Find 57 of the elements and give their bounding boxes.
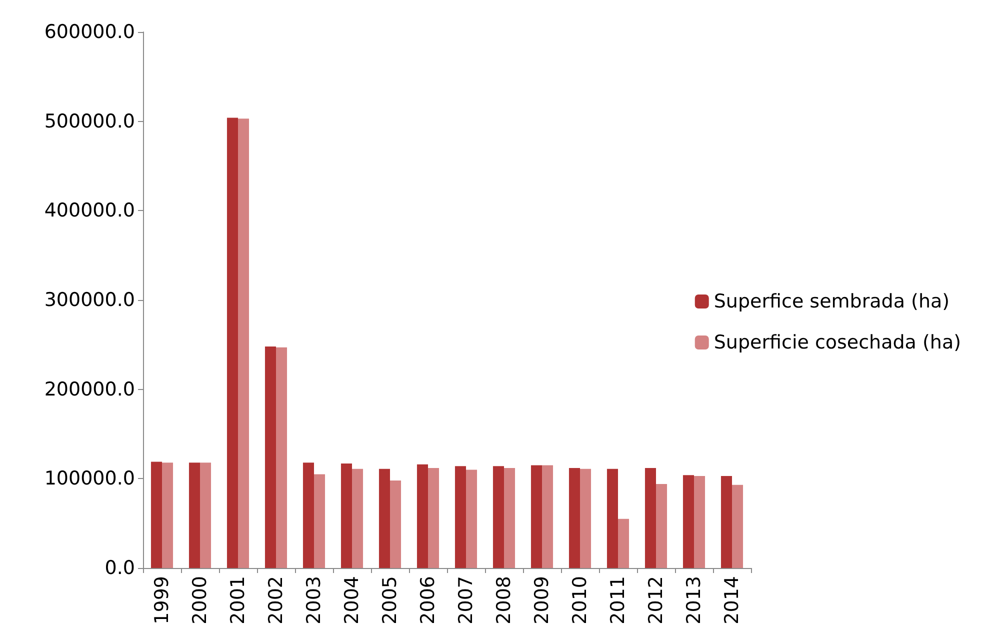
x-tick-label: 2003 <box>303 576 325 624</box>
y-tick-label: 500000.0 <box>44 110 135 132</box>
x-tick-label: 2009 <box>531 576 553 624</box>
x-tick-label: 2011 <box>607 576 629 624</box>
bar <box>454 466 466 568</box>
bar <box>428 468 440 568</box>
x-tick-label: 2012 <box>645 576 667 624</box>
y-tick-label: 0.0 <box>104 557 135 579</box>
x-tick-label: 2000 <box>189 576 211 624</box>
bar <box>314 474 326 568</box>
bar <box>200 462 212 568</box>
bar <box>732 484 744 568</box>
bar <box>162 462 174 568</box>
bar <box>644 468 656 568</box>
bar <box>340 463 352 568</box>
bar <box>542 465 554 568</box>
bar <box>352 468 364 568</box>
bar <box>276 347 288 568</box>
x-tick-label: 2013 <box>683 576 705 624</box>
bar <box>568 468 580 568</box>
x-tick-label: 2006 <box>417 576 439 624</box>
bar <box>504 468 516 568</box>
bar <box>238 118 250 568</box>
bar <box>264 346 276 568</box>
x-tick-label: 1999 <box>151 576 173 624</box>
bar <box>720 476 732 568</box>
legend-label: Superficie cosechada (ha) <box>714 332 962 354</box>
y-tick-label: 100000.0 <box>44 468 135 490</box>
bar <box>188 462 200 568</box>
y-tick-label: 400000.0 <box>44 200 135 222</box>
x-tick-label: 2002 <box>265 576 287 624</box>
x-tick-label: 2007 <box>455 576 477 624</box>
legend-label: Superfice sembrada (ha) <box>714 290 950 312</box>
bar <box>226 118 238 568</box>
bar <box>656 484 668 568</box>
bar <box>580 468 592 568</box>
x-tick-label: 2014 <box>721 576 743 624</box>
x-tick-label: 2005 <box>379 576 401 624</box>
bar <box>302 462 314 568</box>
bar <box>682 475 694 568</box>
y-tick-label: 300000.0 <box>44 289 135 311</box>
y-tick-label: 600000.0 <box>44 21 135 43</box>
x-tick-label: 2008 <box>493 576 515 624</box>
x-tick-label: 2001 <box>227 576 249 624</box>
x-tick-label: 2004 <box>341 576 363 624</box>
bar <box>390 480 402 568</box>
y-tick-label: 200000.0 <box>44 378 135 400</box>
bar <box>416 464 428 568</box>
bar <box>530 465 542 568</box>
bar <box>618 518 630 568</box>
bar <box>150 462 162 568</box>
bar <box>378 468 390 568</box>
bar <box>492 466 504 568</box>
x-tick-label: 2010 <box>569 576 591 624</box>
bar <box>466 470 478 568</box>
bar <box>694 476 706 568</box>
bar <box>606 468 618 568</box>
